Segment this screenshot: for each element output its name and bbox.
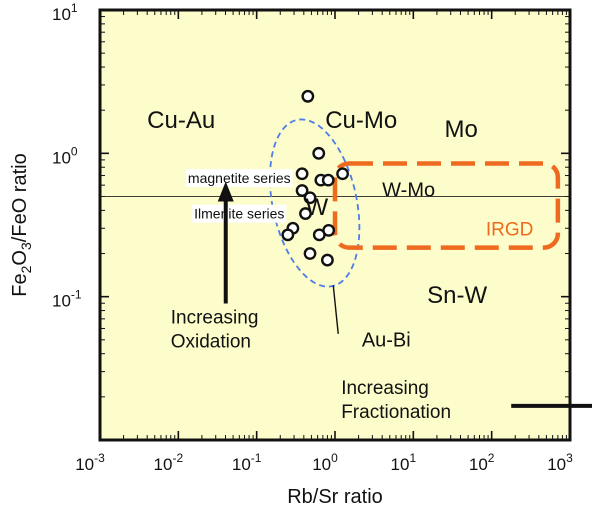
data-point <box>295 184 309 197</box>
data-point <box>303 247 317 260</box>
y-tick-label: 100 <box>52 144 78 167</box>
region-label-cu-mo: Cu-Mo <box>325 107 397 134</box>
plot-frame <box>98 8 572 442</box>
x-tick-label: 100 <box>312 451 338 474</box>
data-point <box>299 207 312 220</box>
region-label-cu-au: Cu-Au <box>147 107 215 134</box>
data-point <box>281 228 295 242</box>
data-point <box>321 173 335 187</box>
data-point <box>301 89 315 103</box>
irgd-label: IRGD <box>486 220 534 241</box>
au-bi-leader <box>332 285 339 334</box>
series-label-bg <box>192 204 287 223</box>
annotations: Increasing Oxidation Increasing Fractionati… <box>171 181 592 423</box>
x-tick-label: 10-3 <box>75 451 105 474</box>
data-point <box>336 167 349 181</box>
x-tick-label: 10-1 <box>232 451 262 474</box>
y-axis-title: Fe2O3/FeO ratio <box>9 153 34 296</box>
series-label-bg <box>185 169 293 188</box>
x-tick-label: 101 <box>391 451 417 474</box>
region-labels: Cu-Au Cu-Mo Mo W-Mo W Sn-W Au-Bi magnetite seri… <box>147 107 487 351</box>
annotation-text: Fractionation <box>341 402 451 423</box>
x-tick-label: 102 <box>469 451 495 474</box>
x-axis-title: Rb/Sr ratio <box>287 486 383 508</box>
up-arrow-head-icon <box>217 181 234 202</box>
data-points <box>281 89 349 267</box>
data-point <box>303 191 317 205</box>
region-label-w: W <box>305 194 328 221</box>
data-point <box>322 223 336 237</box>
irgd-field <box>332 161 561 250</box>
data-point <box>312 146 326 160</box>
region-label-w-mo: W-Mo <box>382 179 435 201</box>
region-label-mo: Mo <box>445 116 478 143</box>
x-tick-label: 103 <box>547 451 573 474</box>
annotation-text: Oxidation <box>171 331 251 352</box>
annotation-text: Increasing <box>341 378 429 399</box>
data-point <box>295 167 309 181</box>
series-label: Ilmenite series <box>194 206 284 222</box>
annotation-text: Increasing <box>171 307 259 328</box>
x-tick-label: 10-2 <box>154 451 184 474</box>
region-label-au-bi: Au-Bi <box>362 329 411 351</box>
axis-labels: 10-3 10-2 10-1 100 101 102 103 101 100 10-1 Rb/Sr … <box>9 1 573 508</box>
y-tick-label: 101 <box>52 1 78 24</box>
data-point <box>321 253 334 267</box>
series-label: magnetite series <box>188 170 291 186</box>
y-tick-label: 10-1 <box>52 288 82 311</box>
region-label-sn-w: Sn-W <box>427 282 487 309</box>
